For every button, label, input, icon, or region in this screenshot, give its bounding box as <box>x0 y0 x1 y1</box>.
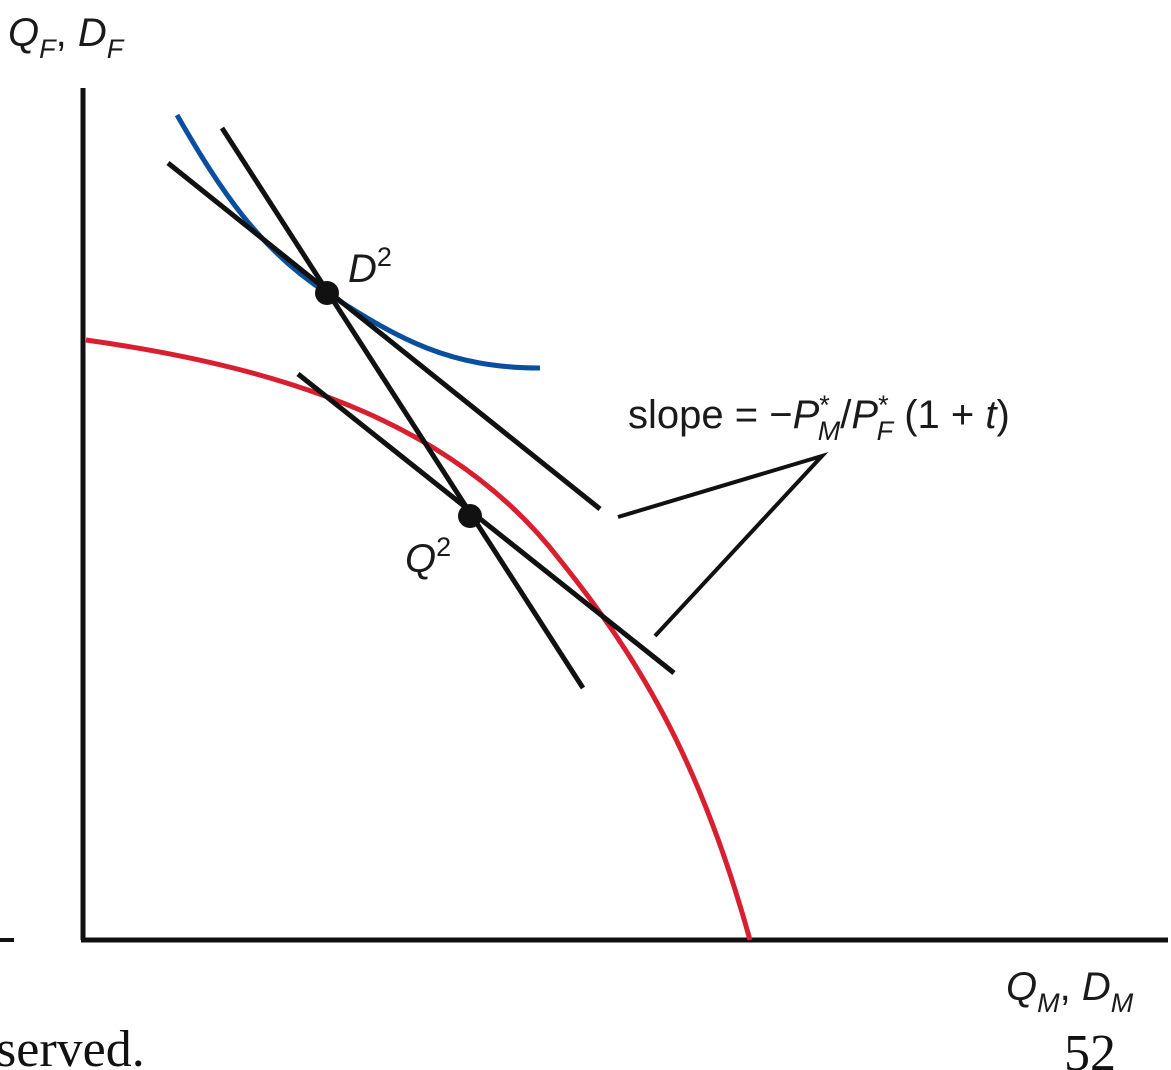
consumption-point-label: D2 <box>348 242 392 291</box>
production-point-label: Q2 <box>405 532 451 581</box>
production-point-dot <box>458 504 482 528</box>
world-price-line <box>219 126 586 690</box>
annotation-pointer <box>617 451 829 638</box>
production-price-line <box>296 372 676 675</box>
consumption-price-line <box>166 161 602 511</box>
production-possibility-curve <box>85 337 753 941</box>
slide-page-number-fragment: 52 <box>1064 1025 1116 1070</box>
slide-edge-fragment <box>0 938 14 942</box>
indifference-curve <box>174 113 541 371</box>
slide-footer-fragment: served. <box>0 1021 145 1070</box>
slope-annotation: slope = −P* M/P* F (1 + t) <box>628 390 1010 446</box>
y-axis-label: QF, DF <box>8 11 125 64</box>
consumption-point-dot <box>315 281 339 305</box>
x-axis-label: QM, DM <box>1006 965 1134 1018</box>
